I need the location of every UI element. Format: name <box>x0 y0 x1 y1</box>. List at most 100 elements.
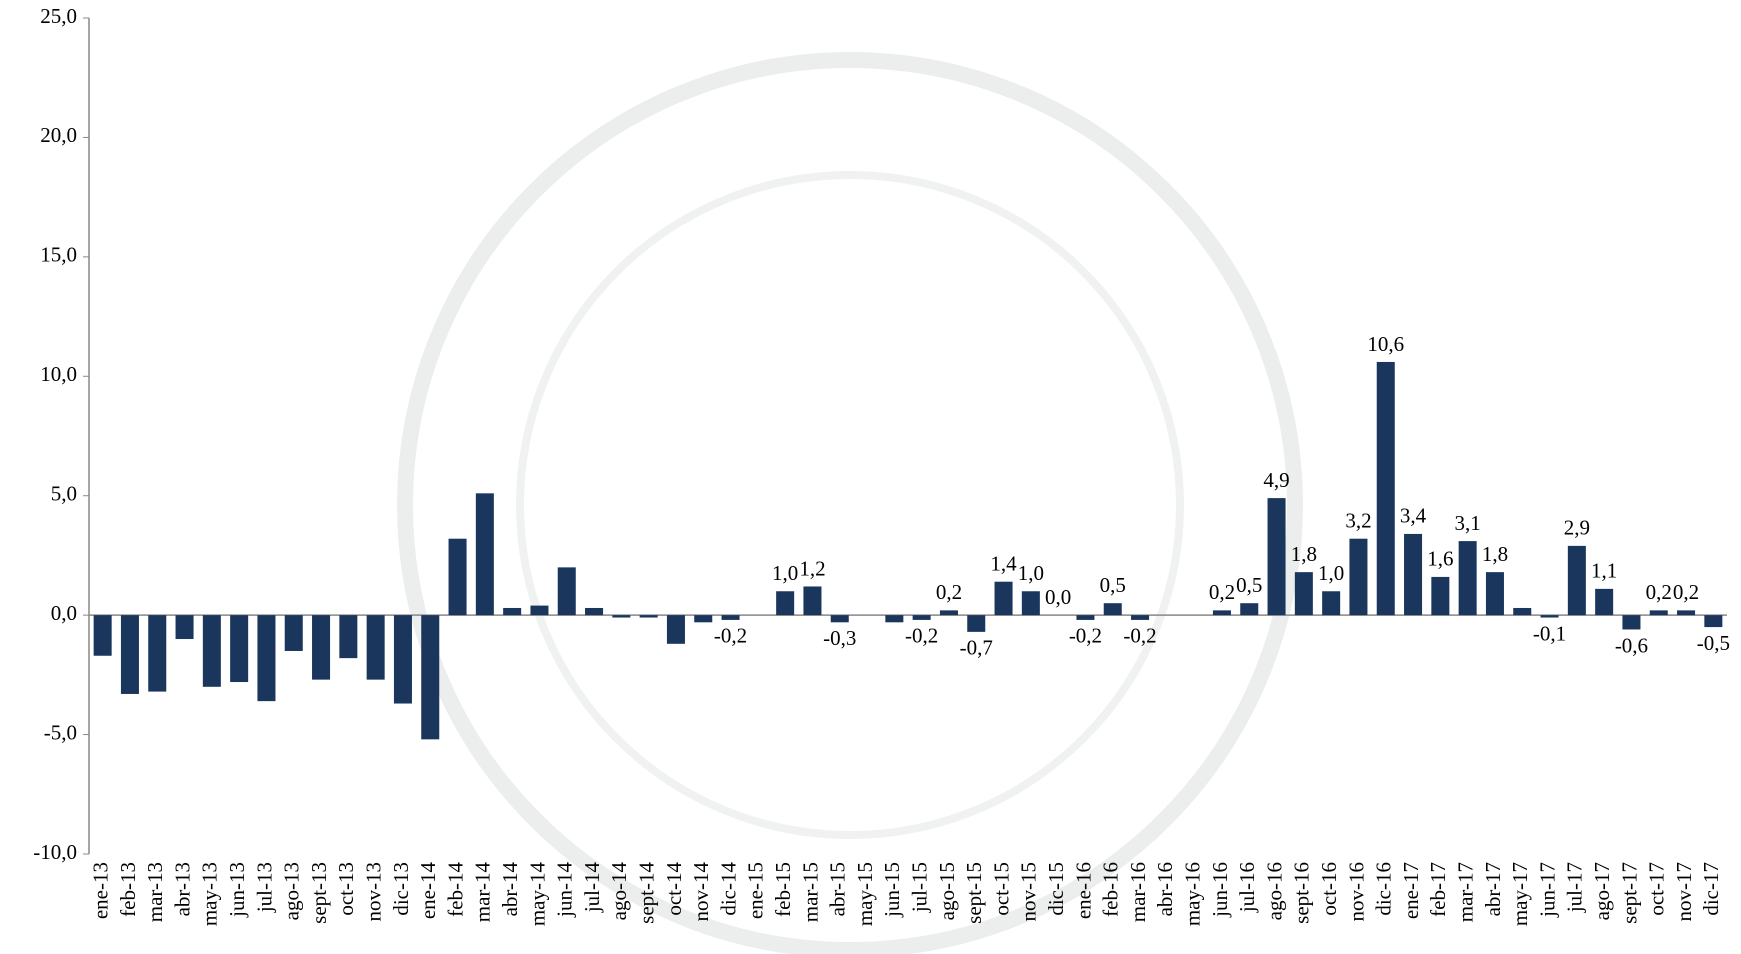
x-tick-label: jul-15 <box>907 862 931 913</box>
x-tick-label: jun-17 <box>1535 862 1559 918</box>
x-tick-label: jul-17 <box>1563 862 1587 913</box>
x-tick-label: abr-13 <box>170 862 194 916</box>
x-tick-label: nov-13 <box>361 862 385 922</box>
bar <box>120 615 139 694</box>
bar <box>93 615 112 656</box>
x-tick-label: ene-13 <box>88 862 112 919</box>
data-label: 10,6 <box>1367 332 1404 356</box>
y-tick-label: 15,0 <box>40 243 77 267</box>
bar <box>1103 603 1122 616</box>
bar <box>639 615 658 618</box>
bar <box>1404 533 1423 616</box>
x-tick-label: nov-17 <box>1672 862 1696 922</box>
data-label: 1,1 <box>1591 559 1617 583</box>
x-tick-label: may-17 <box>1508 862 1532 926</box>
x-tick-label: sept-16 <box>1290 862 1314 924</box>
bar <box>339 615 358 659</box>
data-label: -0,2 <box>905 624 938 648</box>
x-tick-label: feb-13 <box>116 862 140 917</box>
x-tick-label: jul-14 <box>580 862 604 914</box>
bar <box>830 615 849 623</box>
bar <box>1294 572 1313 616</box>
x-tick-label: jun-15 <box>880 862 904 918</box>
x-tick-label: jul-13 <box>252 862 276 913</box>
y-tick-label: -5,0 <box>44 720 77 744</box>
bar <box>994 581 1013 616</box>
x-tick-label: ago-14 <box>607 862 631 921</box>
x-tick-label: feb-17 <box>1426 862 1450 917</box>
bar <box>202 615 221 687</box>
x-tick-label: ago-16 <box>1262 862 1286 920</box>
bar <box>1704 615 1723 628</box>
x-tick-label: mar-15 <box>798 862 822 922</box>
bar <box>257 615 276 702</box>
data-label: 1,0 <box>772 561 798 585</box>
bar <box>1595 588 1614 616</box>
x-tick-label: ago-17 <box>1590 862 1614 920</box>
bar <box>1677 610 1696 616</box>
data-label: 0,2 <box>1673 580 1699 604</box>
bar <box>312 615 331 680</box>
watermark <box>397 52 1303 954</box>
data-label: -0,2 <box>1123 624 1156 648</box>
bar <box>1567 545 1586 616</box>
x-tick-label: sept-15 <box>962 862 986 924</box>
bar <box>885 615 904 623</box>
bar <box>230 615 249 683</box>
bar <box>530 605 549 616</box>
bar <box>1458 541 1477 616</box>
bar <box>1240 603 1259 616</box>
x-tick-label: abr-17 <box>1481 862 1505 916</box>
x-tick-label: ene-16 <box>1071 862 1095 919</box>
x-tick-label: oct-17 <box>1645 862 1669 916</box>
x-tick-label: mar-13 <box>143 862 167 922</box>
bar <box>1376 361 1395 616</box>
bar <box>1513 607 1532 616</box>
bar <box>967 615 986 632</box>
data-label: 1,2 <box>799 556 825 580</box>
bar <box>1076 615 1095 620</box>
bar <box>557 567 576 616</box>
x-tick-label: dic-15 <box>1044 862 1068 916</box>
x-tick-label: oct-13 <box>334 862 358 916</box>
bar <box>1021 591 1040 616</box>
bar <box>694 615 713 623</box>
bar <box>912 615 931 620</box>
y-tick-label: 5,0 <box>51 482 77 506</box>
y-tick-label: -10,0 <box>33 840 77 864</box>
bar <box>284 615 303 651</box>
bar <box>666 615 685 644</box>
data-label: 3,4 <box>1400 504 1427 528</box>
x-tick-label: feb-16 <box>1099 862 1123 917</box>
x-tick-label: abr-16 <box>1153 862 1177 916</box>
x-tick-label: oct-16 <box>1317 862 1341 916</box>
data-label: 0,0 <box>1045 585 1071 609</box>
bar <box>1322 591 1341 616</box>
bar <box>503 607 522 616</box>
data-label: -0,2 <box>1069 624 1102 648</box>
x-tick-label: jun-13 <box>225 862 249 918</box>
x-tick-label: feb-14 <box>443 862 467 917</box>
x-tick-label: dic-17 <box>1699 862 1723 916</box>
x-tick-label: sept-13 <box>307 862 331 924</box>
data-label: 0,2 <box>1646 580 1672 604</box>
x-tick-label: oct-15 <box>989 862 1013 916</box>
data-label: -0,2 <box>714 624 747 648</box>
x-tick-label: jul-16 <box>1235 862 1259 913</box>
bar <box>1649 610 1668 616</box>
x-tick-label: ene-17 <box>1399 862 1423 919</box>
x-tick-label: nov-14 <box>689 862 713 922</box>
x-tick-label: jun-16 <box>1208 862 1232 918</box>
data-label: 2,9 <box>1564 516 1590 540</box>
x-tick-label: may-13 <box>198 862 222 926</box>
bar <box>1540 615 1559 618</box>
bar <box>1622 615 1641 630</box>
bar <box>148 615 167 692</box>
data-label: 1,0 <box>1318 561 1344 585</box>
bar <box>612 615 631 618</box>
bar <box>366 615 385 680</box>
data-label: 3,1 <box>1455 511 1481 535</box>
x-tick-label: oct-14 <box>662 862 686 916</box>
x-tick-label: may-14 <box>525 862 549 927</box>
